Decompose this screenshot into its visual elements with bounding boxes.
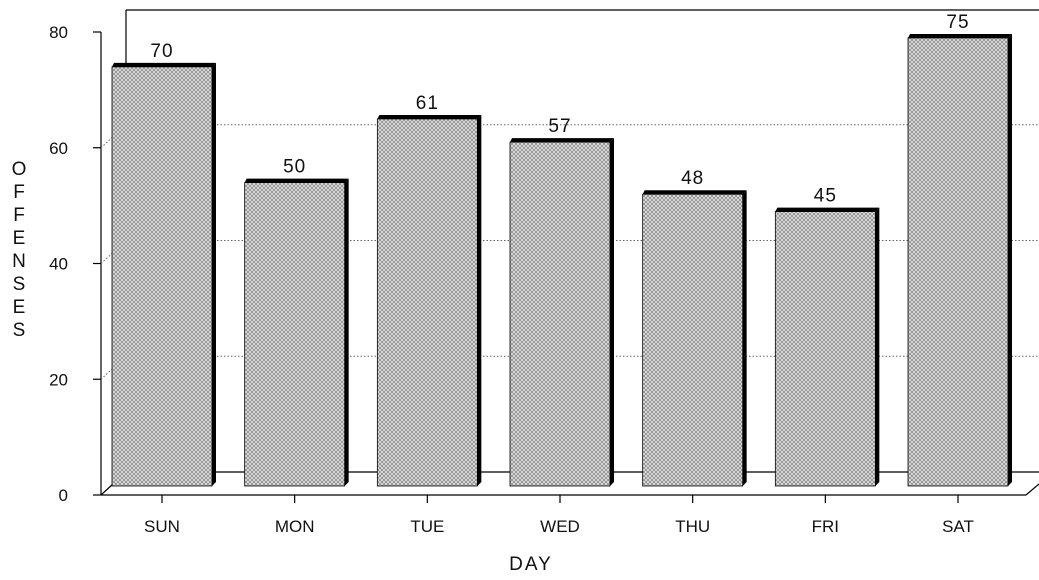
bar-side (875, 207, 880, 486)
bar-side (212, 62, 216, 486)
bar-side (1008, 33, 1012, 486)
bar-value-label: 61 (416, 93, 439, 114)
bar-top (775, 207, 880, 212)
bars: 70 50 61 57 48 45 75 (111, 12, 1012, 487)
y-axis-title-letter: S (13, 274, 28, 295)
bar-face (907, 37, 1009, 487)
bar-side (742, 190, 747, 486)
bar-side (610, 138, 614, 487)
bar-sun: 70 (111, 41, 216, 487)
x-tick-label: FRI (812, 517, 839, 536)
bar-fri: 45 (774, 186, 880, 487)
x-tick-label: MON (275, 517, 315, 536)
bar-top (244, 178, 349, 183)
bar-top (112, 62, 216, 67)
x-tick-label: TUE (410, 517, 444, 536)
bar-top (908, 33, 1012, 38)
bar-face (111, 66, 213, 487)
bar-face (244, 182, 346, 487)
bar-value-label: 45 (814, 186, 837, 207)
x-tick-label: THU (675, 517, 710, 536)
bar-wed: 57 (509, 116, 614, 487)
bar-face (376, 118, 478, 487)
y-tick-label: 40 (49, 255, 68, 274)
bar-face (509, 141, 611, 487)
y-tick-labels: 0 20 40 60 80 (49, 23, 101, 505)
bar-value-label: 75 (946, 12, 969, 33)
bar-top (642, 190, 747, 195)
x-tick-label: SAT (942, 517, 974, 536)
x-tick-label: SUN (144, 517, 180, 536)
bar-top (377, 114, 482, 119)
y-axis-title-letter: E (13, 228, 28, 249)
bar-value-label: 57 (548, 116, 571, 137)
bar-face (642, 193, 744, 487)
bar-value-label: 48 (681, 168, 704, 189)
y-axis-title-letter: E (13, 297, 28, 318)
y-tick-label: 20 (49, 370, 68, 389)
bar-side (344, 178, 349, 486)
y-tick-label: 80 (49, 23, 68, 42)
y-axis-title-letter: F (13, 205, 27, 226)
bar-sat: 75 (907, 12, 1012, 487)
x-tick-labels: SUN MON TUE WED THU FRI SAT (144, 495, 974, 536)
x-tick-label: WED (540, 517, 580, 536)
y-tick-label: 0 (59, 486, 68, 505)
bar-mon: 50 (244, 157, 349, 487)
y-axis-title-letter: F (13, 182, 27, 203)
y-axis-title-letter: N (12, 251, 28, 272)
bar-tue: 61 (376, 93, 482, 487)
bar-face (774, 211, 876, 487)
bar-value-label: 50 (283, 157, 306, 178)
y-axis-title-letter: S (13, 320, 28, 341)
bar-top (510, 138, 614, 143)
y-tick-label: 60 (49, 139, 68, 158)
bar-side (477, 114, 482, 487)
x-axis-title: DAY (509, 554, 553, 575)
bar-value-label: 70 (150, 41, 173, 62)
floor-right-edge (1025, 483, 1039, 496)
bar-thu: 48 (642, 168, 747, 487)
y-axis-title-letter: O (12, 159, 29, 180)
